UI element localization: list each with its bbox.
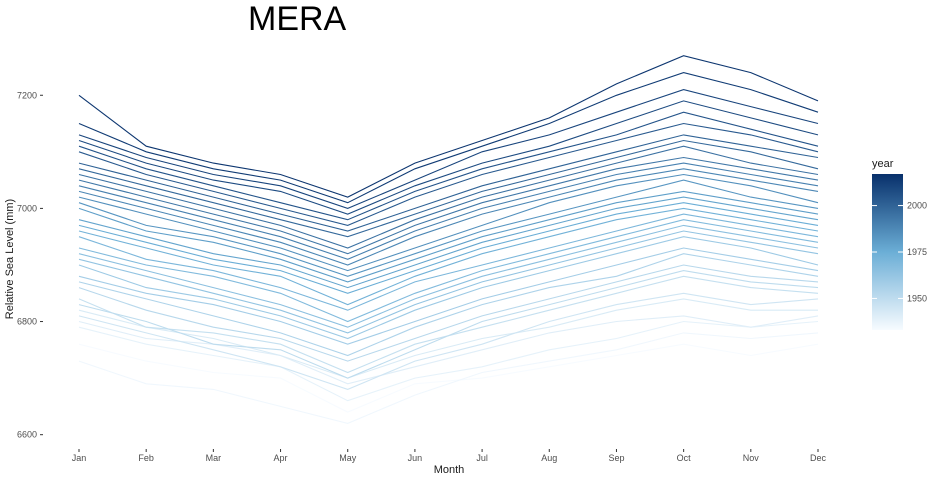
year-series-line [78,320,819,402]
x-axis-title: Month [434,464,465,476]
year-series-line [78,270,819,379]
legend-tick-label: 2000 [907,201,927,211]
year-series-line [78,162,819,260]
series-lines [78,55,819,424]
year-series-line [78,111,819,221]
year-series-line [78,72,819,204]
chart-title: MERA [248,0,347,38]
x-tick-label: May [339,453,357,463]
year-series-line [78,196,819,289]
year-series-line [78,224,819,328]
x-tick-label: Feb [138,453,154,463]
x-tick-label: Aug [541,453,557,463]
x-tick-label: Apr [274,453,288,463]
year-series-line [78,100,819,215]
year-series-line [78,173,819,272]
year-series-line [78,298,818,379]
legend-tick-label: 1950 [907,293,927,303]
year-series-line [78,230,819,334]
year-series-line [78,168,819,266]
y-tick-label: 7000 [17,203,37,213]
year-series-line [78,292,819,390]
legend-title: year [872,158,894,170]
y-axis-title: Relative Sea Level (mm) [4,199,16,319]
year-series-line [78,139,819,238]
x-tick-label: Dec [810,453,827,463]
year-legend: year 1950 1975 2000 [872,158,927,330]
year-series-line [78,264,819,362]
year-series-line [78,213,819,311]
x-tick-label: Mar [206,453,222,463]
year-series-line [78,236,819,340]
y-axis: 6600 6800 7000 7200 [17,90,43,440]
legend-colorbar [872,174,903,330]
year-series-line [78,202,819,294]
year-series-line [78,145,819,249]
x-tick-label: Jul [476,453,488,463]
year-series-line [78,332,819,424]
x-tick-label: Oct [677,453,692,463]
year-series-line [78,89,819,209]
x-tick-label: Sep [608,453,624,463]
year-series-line [78,179,819,277]
year-series-line [78,134,819,232]
year-series-line [78,247,819,345]
year-series-line [78,253,819,357]
year-series-line [78,55,819,198]
year-series-line [78,219,819,323]
year-series-line [78,207,819,306]
year-series-line [78,156,819,255]
x-tick-label: Jun [408,453,423,463]
year-series-line [78,315,819,385]
year-series-line [78,190,819,283]
legend-tick-label: 1975 [907,247,927,257]
year-series-line [78,122,819,226]
y-tick-label: 6800 [17,317,37,327]
x-tick-label: Nov [743,453,760,463]
x-tick-label: Jan [72,453,87,463]
y-tick-label: 7200 [17,90,37,100]
legend-ticks: 1950 1975 2000 [872,201,927,303]
y-tick-label: 6600 [17,430,37,440]
year-series-line [78,343,819,413]
x-axis: Jan Feb Mar Apr May Jun Jul Aug Sep Oct Nov Dec [72,449,827,463]
